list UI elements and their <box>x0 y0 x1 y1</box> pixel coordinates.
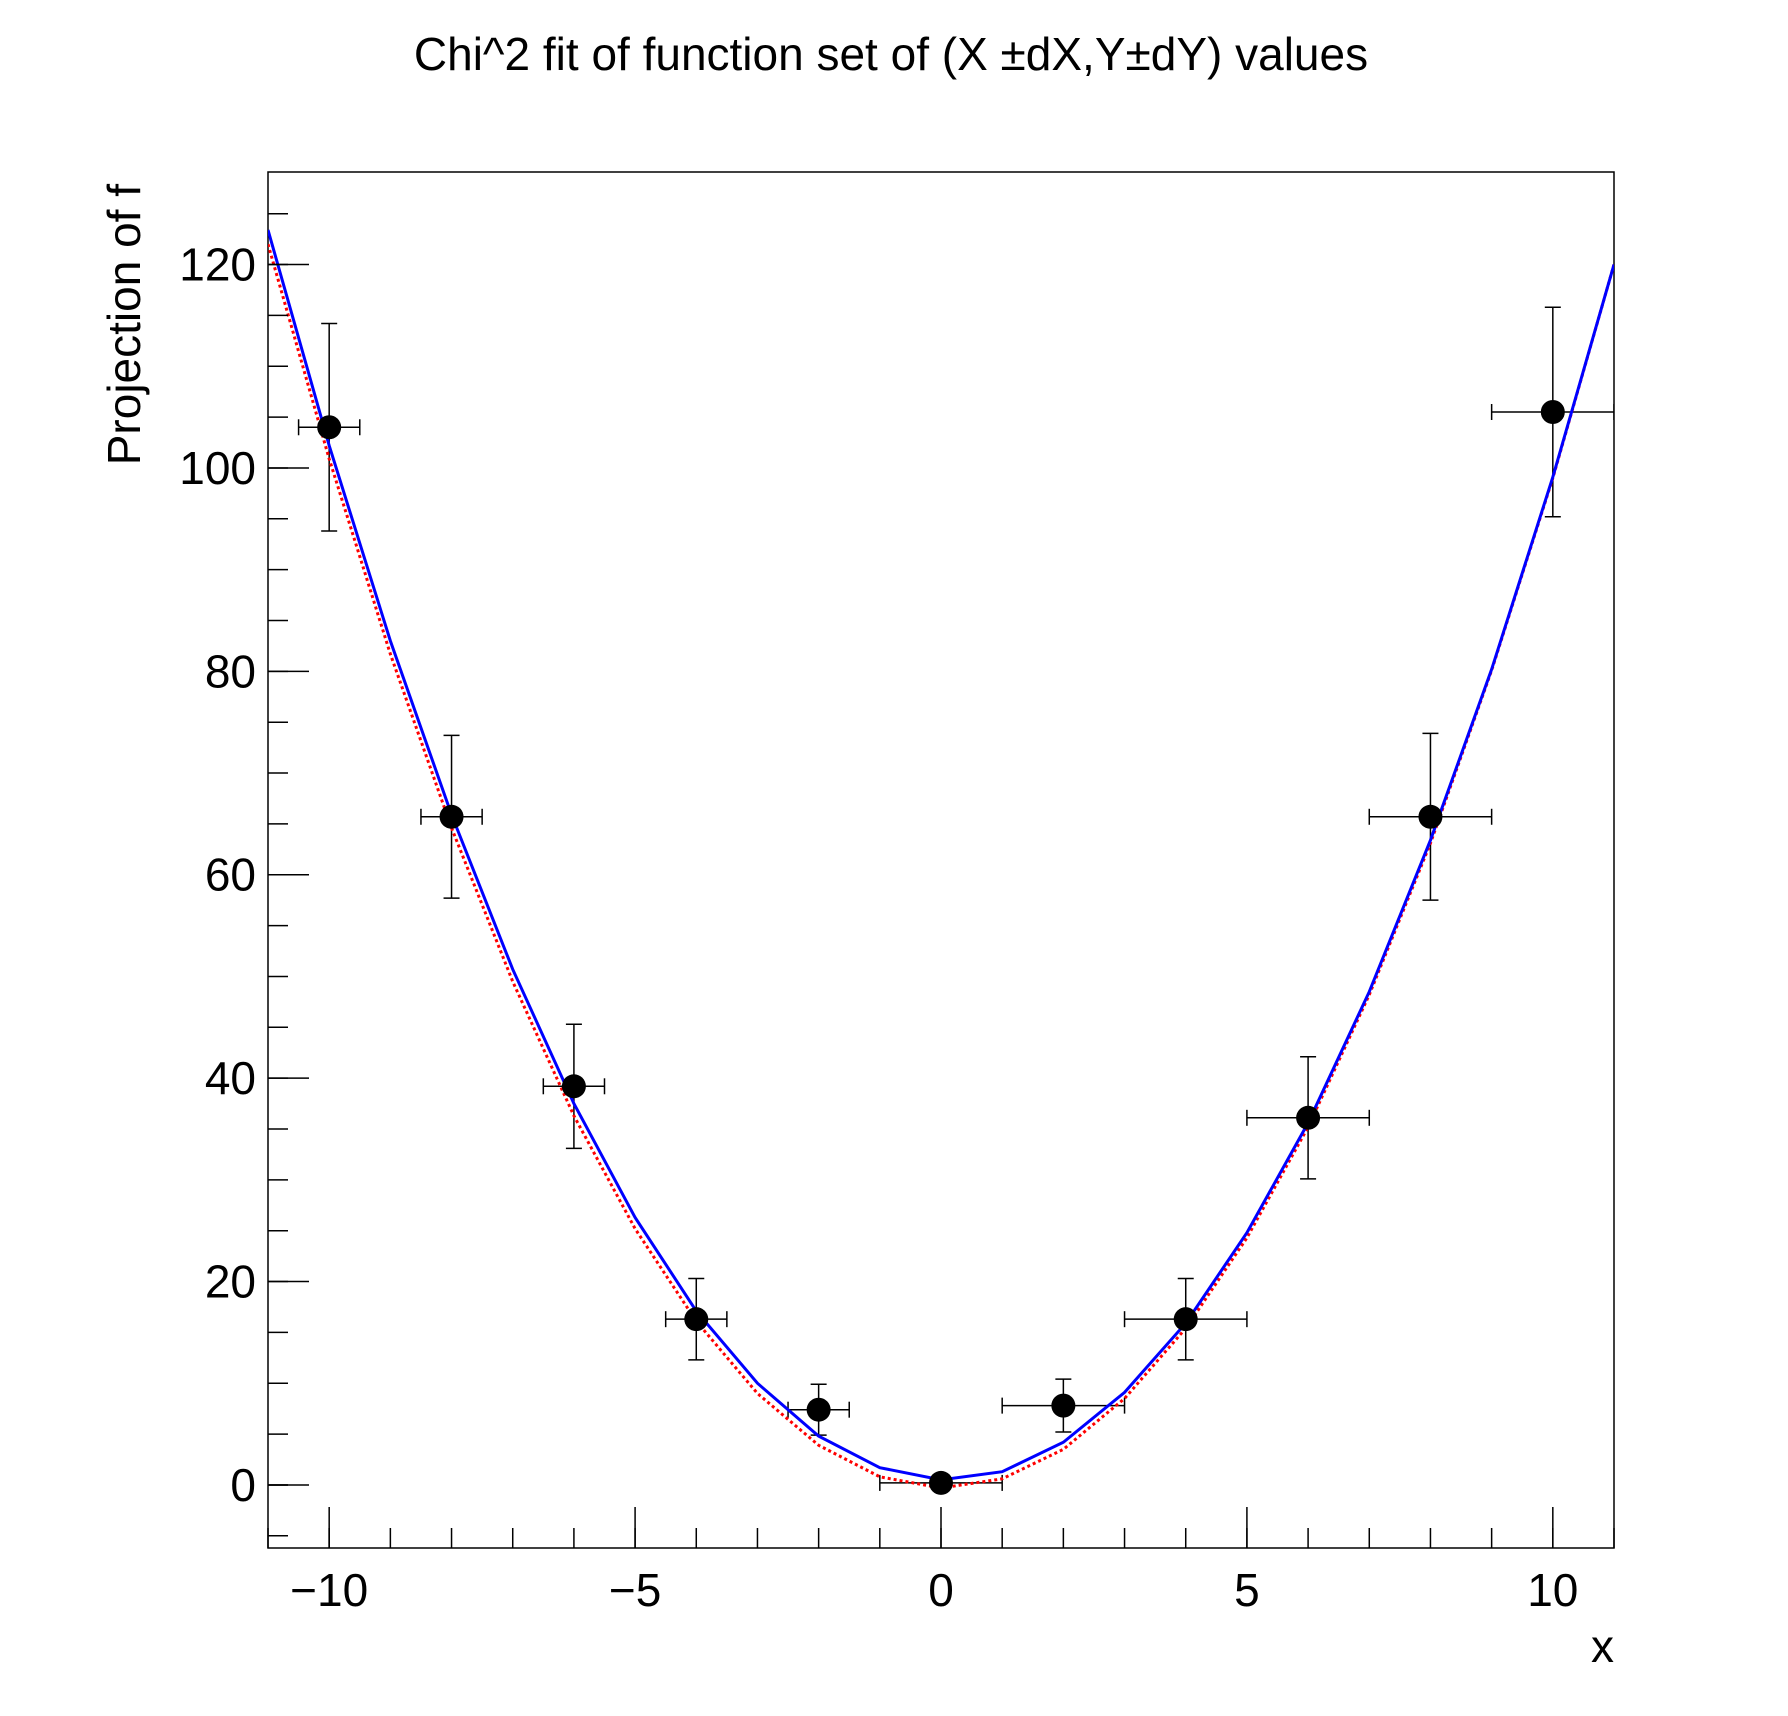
y-tick-label: 80 <box>205 645 256 697</box>
data-point <box>439 804 464 829</box>
x-tick-label: −5 <box>609 1564 661 1616</box>
data-point <box>929 1470 953 1495</box>
fit-curve <box>268 243 1614 1490</box>
y-tick-label: 120 <box>179 239 256 291</box>
data-point <box>1418 804 1443 829</box>
chart-title: Chi^2 fit of function set of (X ±dX,Y±dY… <box>414 28 1368 80</box>
x-axis-label: x <box>1591 1620 1614 1672</box>
data-point <box>806 1397 831 1422</box>
y-tick-label: 60 <box>205 849 256 901</box>
data-point <box>317 415 342 440</box>
y-tick-label: 40 <box>205 1052 256 1104</box>
data-point <box>1296 1105 1321 1130</box>
x-tick-label: 10 <box>1527 1564 1578 1616</box>
plot-area <box>268 229 1614 1495</box>
x-tick-label: 0 <box>928 1564 954 1616</box>
y-tick-label: 100 <box>179 442 256 494</box>
y-tick-label: 20 <box>205 1256 256 1308</box>
data-point <box>684 1307 709 1332</box>
data-point <box>1051 1393 1076 1418</box>
data-point <box>561 1074 586 1099</box>
x-tick-label: 5 <box>1234 1564 1260 1616</box>
x-tick-label: −10 <box>290 1564 368 1616</box>
y-tick-label: 0 <box>230 1459 256 1511</box>
y-axis-label: Projection of f <box>98 184 150 465</box>
fit-curve <box>268 229 1614 1482</box>
data-point <box>1173 1307 1198 1332</box>
data-point <box>1540 400 1565 425</box>
